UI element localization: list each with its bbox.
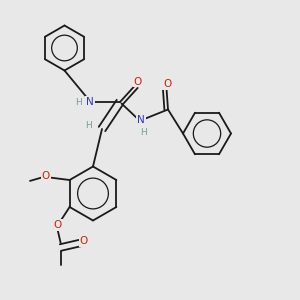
- Text: O: O: [134, 76, 142, 87]
- Text: H: H: [75, 98, 82, 107]
- Text: O: O: [163, 79, 172, 89]
- Text: O: O: [53, 220, 62, 230]
- Text: O: O: [41, 171, 50, 182]
- Text: H: H: [85, 122, 92, 130]
- Text: O: O: [80, 236, 88, 246]
- Text: H: H: [140, 128, 147, 137]
- Text: N: N: [137, 115, 145, 125]
- Text: N: N: [86, 97, 94, 107]
